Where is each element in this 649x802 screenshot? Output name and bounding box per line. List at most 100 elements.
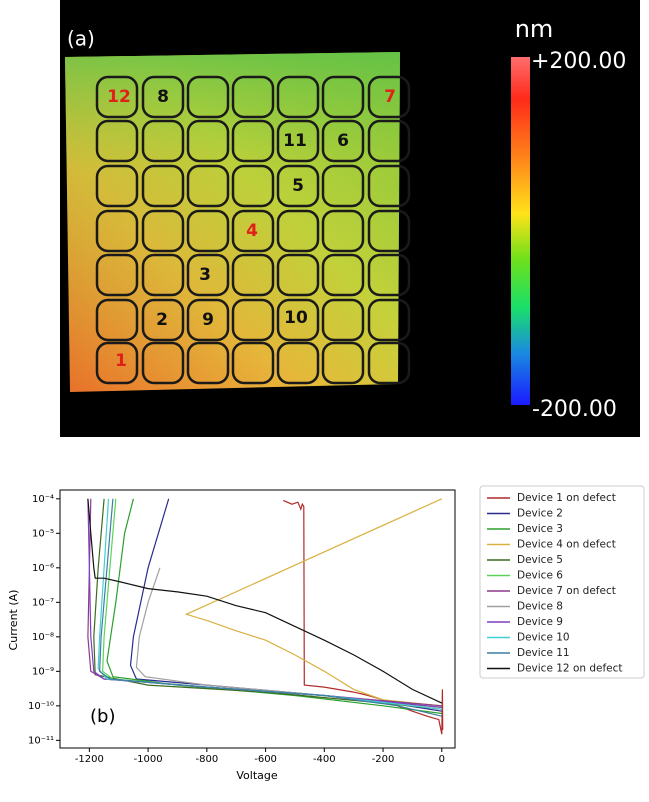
legend-label: Device 5 xyxy=(517,554,563,566)
device-cell xyxy=(321,298,365,342)
device-cell xyxy=(276,253,320,297)
device-cell xyxy=(367,164,411,208)
device-label: 2 xyxy=(156,310,168,330)
legend-label: Device 12 on defect xyxy=(517,663,623,675)
x-axis-label: Voltage xyxy=(236,769,277,782)
series-line xyxy=(87,498,443,704)
device-cell xyxy=(141,298,185,342)
panel-label: (a) xyxy=(67,27,95,51)
device-cell xyxy=(231,341,275,385)
device-label: 5 xyxy=(292,176,304,196)
x-tick-label: 0 xyxy=(439,754,445,765)
device-label: 11 xyxy=(283,131,307,151)
device-cell xyxy=(186,298,230,342)
device-cell xyxy=(186,209,230,253)
device-cell xyxy=(321,75,365,119)
device-cell xyxy=(321,341,365,385)
colorbar-max: +200.00 xyxy=(531,49,626,74)
device-cell xyxy=(321,253,365,297)
plot-area xyxy=(87,498,444,735)
series-line xyxy=(98,498,442,717)
series-line xyxy=(93,498,442,710)
device-cell xyxy=(141,75,185,119)
device-cell xyxy=(186,253,230,297)
device-cell xyxy=(95,209,139,253)
device-cell xyxy=(141,253,185,297)
legend-label: Device 10 xyxy=(517,632,570,644)
x-tick-label: -600 xyxy=(254,754,277,765)
device-labels: 12 8 7 11 6 5 4 3 2 9 10 1 xyxy=(107,87,396,371)
x-tick-label: -1200 xyxy=(75,754,104,765)
device-label: 12 xyxy=(107,87,131,107)
device-cell xyxy=(321,164,365,208)
device-label: 4 xyxy=(246,221,258,241)
legend-label: Device 1 on defect xyxy=(517,492,616,504)
legend-label: Device 11 xyxy=(517,647,570,659)
series-line xyxy=(184,498,443,707)
y-tick-label: 10⁻⁴ xyxy=(32,494,54,505)
device-cell xyxy=(276,164,320,208)
device-cell xyxy=(186,119,230,163)
x-tick-label: -200 xyxy=(372,754,395,765)
device-cell xyxy=(276,119,320,163)
device-cell xyxy=(231,164,275,208)
legend-label: Device 8 xyxy=(517,601,563,613)
y-axis-label: Current (A) xyxy=(7,590,20,651)
device-cell xyxy=(367,298,411,342)
legend-label: Device 3 xyxy=(517,523,563,535)
device-label: 3 xyxy=(199,265,211,285)
device-cell xyxy=(141,164,185,208)
device-cell xyxy=(367,75,411,119)
device-cell xyxy=(95,164,139,208)
x-tick-label: -800 xyxy=(195,754,218,765)
device-cell xyxy=(231,75,275,119)
series-line xyxy=(135,567,442,710)
plot-frame xyxy=(59,489,456,749)
device-cell xyxy=(276,209,320,253)
device-cell xyxy=(231,253,275,297)
colorbar-min: -200.00 xyxy=(532,397,617,422)
device-cell xyxy=(276,341,320,385)
legend-label: Device 4 on defect xyxy=(517,539,616,551)
device-label: 7 xyxy=(384,87,396,107)
colorbar xyxy=(511,57,530,405)
legend-label: Device 6 xyxy=(517,570,563,582)
legend-label: Device 9 xyxy=(517,616,563,628)
device-label: 8 xyxy=(157,87,169,107)
device-cell xyxy=(95,298,139,342)
device-label: 10 xyxy=(284,308,308,328)
x-tick-label: -1000 xyxy=(134,754,163,765)
legend-label: Device 7 on defect xyxy=(517,585,616,597)
device-cell xyxy=(95,119,139,163)
series-line xyxy=(282,499,444,735)
device-cell xyxy=(321,119,365,163)
device-cell xyxy=(186,164,230,208)
device-cell xyxy=(367,253,411,297)
device-cell xyxy=(141,341,185,385)
device-cell xyxy=(141,119,185,163)
device-cell xyxy=(231,119,275,163)
device-cell xyxy=(321,209,365,253)
device-cell xyxy=(276,298,320,342)
device-cell xyxy=(231,209,275,253)
device-cell xyxy=(95,341,139,385)
device-label: 9 xyxy=(202,310,214,330)
legend xyxy=(479,485,645,679)
device-cell xyxy=(367,209,411,253)
y-tick-label: 10⁻⁸ xyxy=(32,632,54,643)
legend-label: Device 2 xyxy=(517,508,563,520)
x-tick-label: -400 xyxy=(313,754,336,765)
device-cell xyxy=(95,75,139,119)
series-line xyxy=(106,498,442,715)
y-tick-label: 10⁻⁵ xyxy=(32,528,54,539)
panel-label: (b) xyxy=(90,706,115,727)
device-cell xyxy=(141,209,185,253)
device-cell xyxy=(231,298,275,342)
device-cell xyxy=(367,341,411,385)
y-tick-label: 10⁻¹¹ xyxy=(28,735,54,746)
device-grid xyxy=(95,75,411,385)
device-cell xyxy=(186,341,230,385)
colorbar-unit: nm xyxy=(515,15,554,43)
